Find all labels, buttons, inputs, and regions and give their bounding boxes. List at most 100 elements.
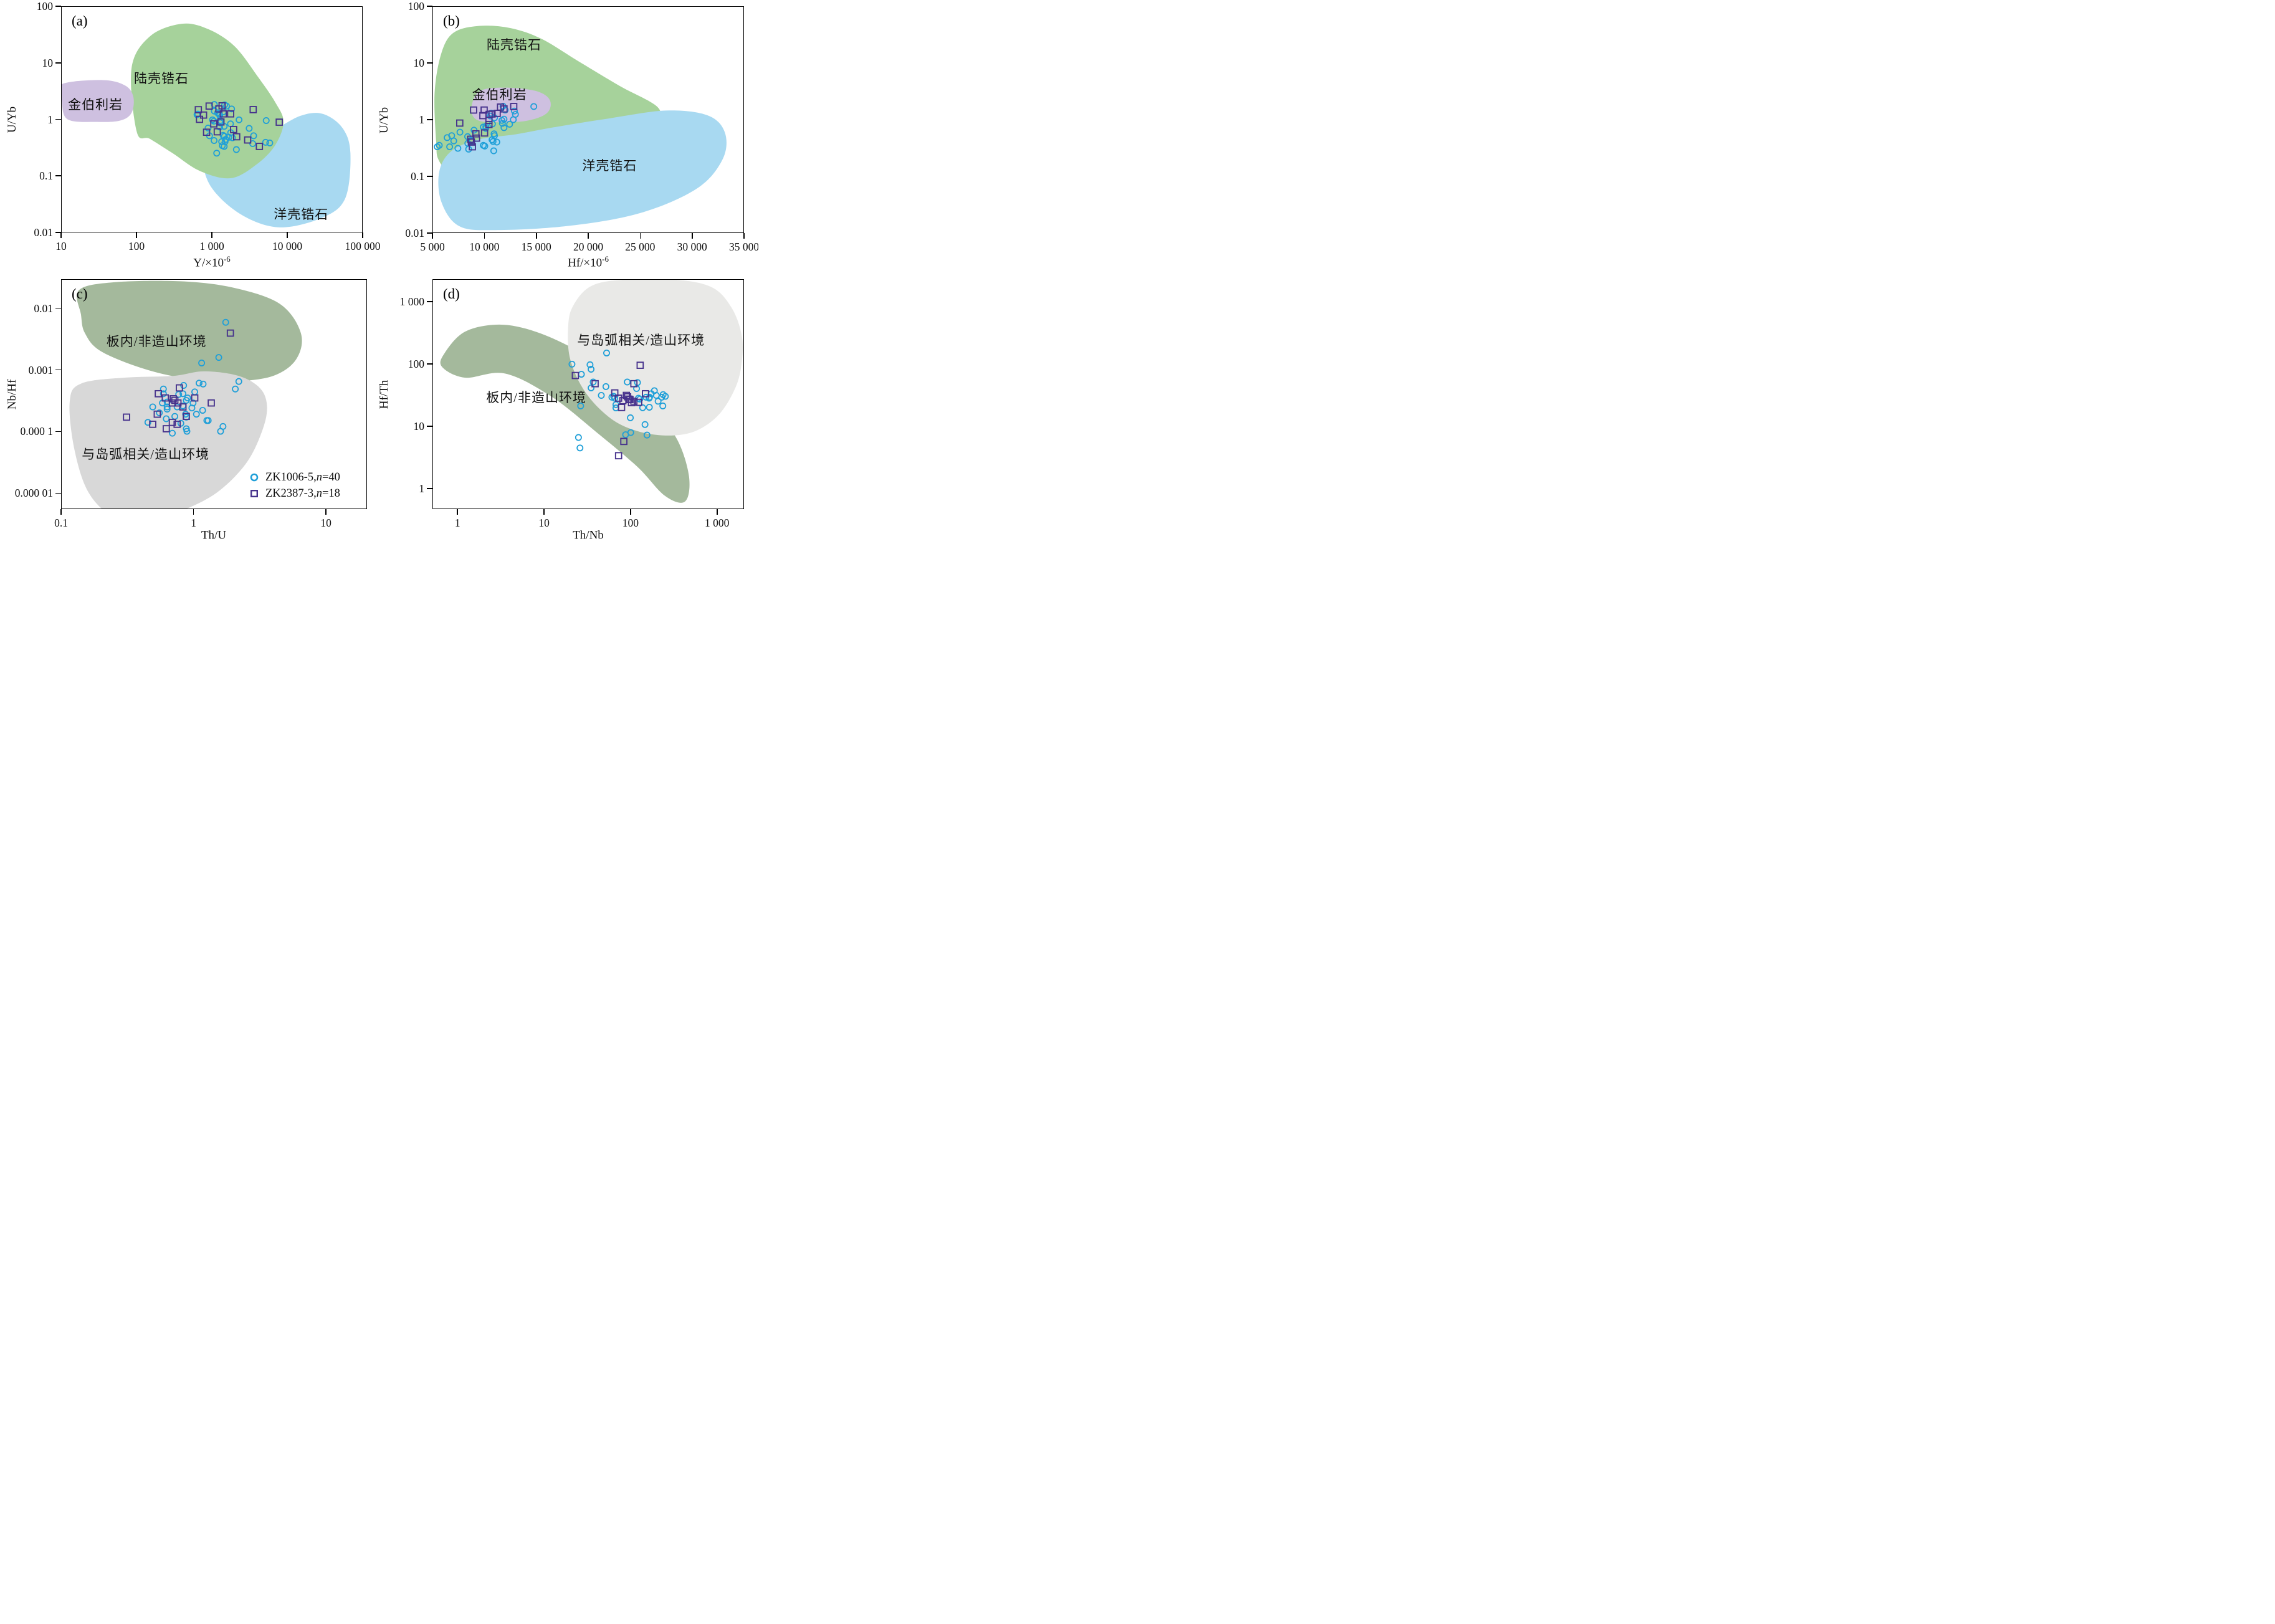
y-tick-label: 0.01 bbox=[34, 302, 53, 315]
legend-circle-icon bbox=[249, 472, 259, 482]
scatter-point bbox=[603, 349, 610, 356]
scatter-point bbox=[149, 403, 156, 411]
scatter-point bbox=[275, 118, 283, 126]
x-tick-label: 10 bbox=[55, 240, 67, 252]
scatter-point bbox=[235, 378, 242, 385]
scatter-point bbox=[213, 128, 221, 136]
scatter-point bbox=[630, 380, 638, 388]
scatter-point bbox=[149, 421, 156, 428]
scatter-point bbox=[624, 378, 631, 386]
scatter-point bbox=[156, 409, 163, 416]
y-tick bbox=[55, 431, 61, 432]
scatter-point bbox=[506, 120, 513, 128]
scatter-point bbox=[215, 354, 222, 361]
scatter-point bbox=[446, 143, 454, 151]
scatter-point bbox=[199, 406, 206, 414]
scatter-point bbox=[233, 133, 241, 141]
x-tick-label: 30 000 bbox=[677, 241, 707, 253]
scatter-point bbox=[465, 145, 472, 153]
scatter-point bbox=[480, 129, 489, 137]
region-ocean-crust-zircon bbox=[438, 110, 727, 231]
x-tick bbox=[588, 233, 589, 239]
y-tick bbox=[55, 118, 61, 120]
scatter-point bbox=[209, 116, 216, 123]
scatter-point bbox=[262, 117, 270, 124]
scatter-point bbox=[163, 405, 171, 413]
x-tick-label: 1 bbox=[191, 517, 196, 529]
y-tick bbox=[55, 307, 61, 309]
scatter-point bbox=[622, 391, 631, 399]
panel-c-letter: (c) bbox=[72, 286, 88, 302]
x-tick bbox=[193, 509, 194, 515]
x-tick bbox=[716, 509, 718, 515]
region-arc-related-orogenic bbox=[69, 371, 267, 509]
x-tick-label: 20 000 bbox=[573, 241, 604, 253]
scatter-point bbox=[207, 399, 215, 407]
scatter-point bbox=[568, 360, 576, 368]
x-tick bbox=[136, 232, 137, 238]
scatter-point bbox=[588, 366, 595, 373]
scatter-point bbox=[196, 380, 203, 387]
scatter-point bbox=[193, 411, 200, 418]
x-tick bbox=[691, 233, 693, 239]
y-tick bbox=[427, 119, 432, 120]
scatter-point bbox=[249, 106, 257, 113]
scatter-point bbox=[469, 143, 476, 151]
y-tick bbox=[55, 232, 61, 233]
scatter-point bbox=[498, 120, 506, 127]
scatter-point bbox=[456, 119, 464, 127]
scatter-point bbox=[183, 427, 191, 435]
scatter-point bbox=[177, 419, 184, 427]
scatter-point bbox=[246, 125, 253, 132]
scatter-point bbox=[203, 128, 211, 136]
scatter-point bbox=[571, 371, 579, 380]
scatter-point bbox=[530, 103, 538, 110]
scatter-point bbox=[467, 138, 475, 146]
x-tick-label: 10 bbox=[320, 517, 331, 529]
x-tick-label: 25 000 bbox=[625, 241, 656, 253]
scatter-point bbox=[479, 112, 487, 120]
y-tick bbox=[427, 176, 432, 177]
scatter-point bbox=[602, 383, 609, 390]
panel-c-x-axis-title: Th/U bbox=[201, 528, 227, 542]
x-tick-label: 100 000 bbox=[345, 240, 381, 252]
scatter-point bbox=[199, 111, 207, 119]
x-tick bbox=[211, 232, 212, 238]
scatter-point bbox=[169, 395, 177, 403]
series-ZK2387-3-squares bbox=[456, 103, 518, 151]
scatter-point bbox=[191, 394, 199, 402]
legend-item-zk2387-3: ZK2387-3,n=18 bbox=[249, 487, 340, 500]
x-tick-label: 100 bbox=[128, 240, 145, 252]
x-tick-label: 35 000 bbox=[728, 241, 758, 253]
scatter-point bbox=[454, 145, 462, 152]
scatter-point bbox=[618, 404, 626, 411]
x-tick bbox=[60, 232, 62, 238]
scatter-point bbox=[232, 146, 240, 153]
panel-b-x-axis-title: Hf/×10-6 bbox=[568, 254, 609, 270]
scatter-point bbox=[643, 431, 651, 439]
scatter-point bbox=[244, 136, 252, 144]
y-tick-label: 0.1 bbox=[411, 170, 424, 183]
scatter-point bbox=[183, 396, 190, 404]
y-tick bbox=[427, 6, 432, 7]
scatter-point bbox=[163, 403, 171, 411]
scatter-point bbox=[641, 421, 649, 428]
y-tick-label: 1 000 bbox=[399, 295, 424, 308]
x-tick bbox=[639, 233, 641, 239]
scatter-point bbox=[188, 404, 196, 412]
scatter-point bbox=[500, 124, 508, 131]
scatter-point bbox=[262, 138, 269, 146]
scatter-point bbox=[227, 110, 235, 118]
panel-a-letter: (a) bbox=[72, 13, 88, 29]
scatter-point bbox=[210, 120, 217, 128]
y-tick bbox=[427, 62, 432, 64]
legend-square-icon bbox=[249, 489, 259, 499]
x-tick-label: 15 000 bbox=[521, 241, 551, 253]
y-tick bbox=[427, 363, 432, 365]
panel-b-canvas bbox=[434, 26, 727, 231]
scatter-point bbox=[230, 125, 237, 133]
scatter-point bbox=[223, 102, 231, 110]
region-within-plate-anorogenic bbox=[77, 280, 302, 382]
y-tick-label: 0.01 bbox=[34, 226, 53, 239]
x-tick-label: 0.1 bbox=[54, 517, 68, 529]
